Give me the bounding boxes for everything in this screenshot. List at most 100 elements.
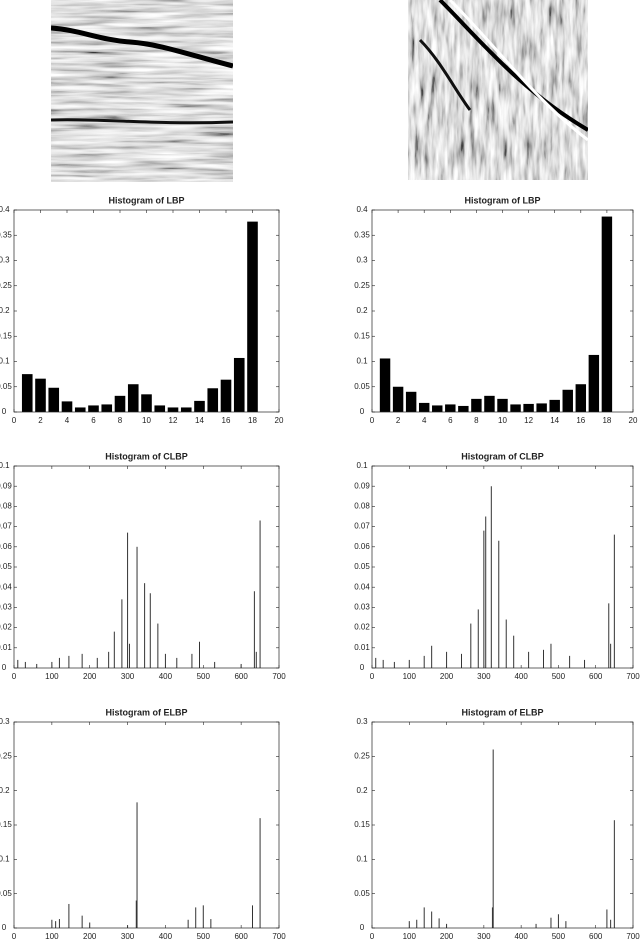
bar xyxy=(405,391,417,412)
axes-box xyxy=(13,721,280,929)
x-tick-label: 700 xyxy=(626,932,640,941)
y-tick-label: 0.15 xyxy=(0,820,12,829)
bar xyxy=(510,404,521,412)
bar xyxy=(392,386,404,412)
y-tick-label: 0.05 xyxy=(0,889,12,898)
y-tick-label: 0.3 xyxy=(356,717,368,726)
y-tick-label: 0.2 xyxy=(0,786,10,795)
x-tick-label: 700 xyxy=(272,672,286,681)
y-tick-label: 0.03 xyxy=(354,603,370,612)
x-tick-label: 12 xyxy=(169,416,178,425)
x-tick-label: 100 xyxy=(45,672,59,681)
y-tick-label: 0.25 xyxy=(354,281,370,290)
y-tick-label: 0.15 xyxy=(354,820,370,829)
bar xyxy=(194,400,205,412)
x-tick-label: 600 xyxy=(589,672,603,681)
y-tick-label: 0.2 xyxy=(0,306,10,315)
x-tick-label: 100 xyxy=(403,672,417,681)
y-tick-label: 0.25 xyxy=(0,281,12,290)
y-tick-label: 0.05 xyxy=(0,382,12,391)
bar xyxy=(207,388,219,412)
y-tick-label: 0.02 xyxy=(0,623,12,632)
y-tick-label: 0.25 xyxy=(354,751,370,760)
y-tick-label: 0 xyxy=(2,923,7,932)
x-tick-label: 300 xyxy=(121,932,135,941)
bar xyxy=(220,379,232,412)
y-tick-label: 0.08 xyxy=(354,502,370,511)
x-tick-label: 16 xyxy=(576,416,585,425)
bar xyxy=(114,395,126,412)
y-tick-label: 0.09 xyxy=(354,481,370,490)
bar xyxy=(549,399,560,412)
y-tick-label: 0.1 xyxy=(356,854,368,863)
bar xyxy=(247,221,258,412)
bar xyxy=(48,387,60,412)
x-tick-label: 0 xyxy=(370,932,375,941)
x-tick-label: 20 xyxy=(629,416,638,425)
y-tick-label: 0.4 xyxy=(356,205,368,214)
bar xyxy=(35,378,46,412)
y-tick-label: 0.06 xyxy=(354,542,370,551)
bar xyxy=(74,407,86,412)
bar xyxy=(418,402,430,412)
y-tick-label: 0.01 xyxy=(354,643,370,652)
y-tick-label: 0.02 xyxy=(354,623,370,632)
x-tick-label: 400 xyxy=(514,672,528,681)
x-tick-label: 8 xyxy=(118,416,123,425)
bar xyxy=(233,357,245,412)
y-tick-label: 0.1 xyxy=(356,461,368,470)
y-tick-label: 0.2 xyxy=(356,306,368,315)
x-tick-label: 0 xyxy=(370,416,375,425)
bar xyxy=(154,405,166,412)
x-tick-label: 200 xyxy=(440,932,454,941)
y-tick-label: 0.05 xyxy=(0,562,12,571)
x-tick-label: 10 xyxy=(498,416,507,425)
x-tick-label: 0 xyxy=(12,932,17,941)
y-tick-label: 0 xyxy=(2,407,7,416)
y-tick-label: 0.07 xyxy=(0,522,12,531)
y-tick-label: 0.3 xyxy=(0,717,10,726)
x-tick-label: 14 xyxy=(195,416,204,425)
bar xyxy=(471,398,482,412)
x-tick-label: 18 xyxy=(602,416,611,425)
bar xyxy=(497,398,508,412)
chart-title: Histogram of ELBP xyxy=(461,707,543,717)
x-tick-label: 500 xyxy=(552,672,566,681)
bar xyxy=(88,405,99,412)
y-tick-label: 0.1 xyxy=(356,357,368,366)
x-tick-label: 600 xyxy=(234,672,248,681)
axes-box xyxy=(371,465,634,669)
x-tick-label: 700 xyxy=(272,932,286,941)
axes-box xyxy=(371,721,634,929)
x-tick-label: 200 xyxy=(83,932,97,941)
bar xyxy=(484,395,495,412)
x-tick-label: 14 xyxy=(550,416,559,425)
y-tick-label: 0.05 xyxy=(354,889,370,898)
y-tick-label: 0.3 xyxy=(356,256,368,265)
chart-title: Histogram of LBP xyxy=(108,195,184,205)
y-tick-label: 0.15 xyxy=(354,331,370,340)
x-tick-label: 6 xyxy=(91,416,96,425)
y-tick-label: 0.3 xyxy=(0,256,10,265)
x-tick-label: 6 xyxy=(448,416,453,425)
y-tick-label: 0 xyxy=(2,663,7,672)
bar xyxy=(562,389,573,412)
x-tick-label: 200 xyxy=(83,672,97,681)
y-tick-label: 0.4 xyxy=(0,205,10,214)
x-tick-label: 2 xyxy=(396,416,401,425)
x-tick-label: 12 xyxy=(524,416,533,425)
bar xyxy=(61,401,73,412)
x-tick-label: 10 xyxy=(142,416,151,425)
axes-box xyxy=(13,465,280,669)
x-tick-label: 20 xyxy=(275,416,284,425)
x-tick-label: 100 xyxy=(45,932,59,941)
bar xyxy=(432,405,443,412)
y-tick-label: 0.04 xyxy=(354,582,370,591)
bar xyxy=(127,384,139,412)
y-tick-label: 0 xyxy=(360,407,365,416)
x-tick-label: 600 xyxy=(589,932,603,941)
x-tick-label: 0 xyxy=(370,672,375,681)
chart-title: Histogram of CLBP xyxy=(461,451,544,461)
bar xyxy=(21,374,33,412)
y-tick-label: 0.05 xyxy=(354,562,370,571)
